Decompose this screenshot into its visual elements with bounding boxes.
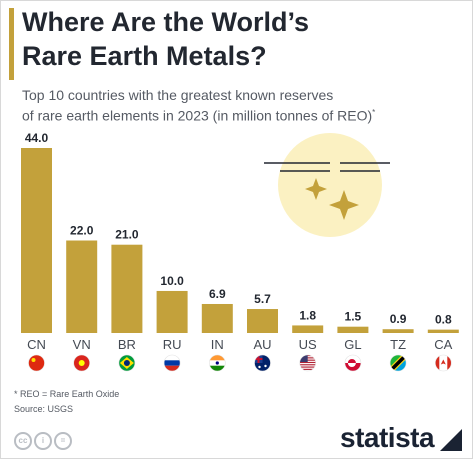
canada-flag-icon xyxy=(434,354,452,372)
statista-logo[interactable]: statista xyxy=(340,422,435,453)
value-label: 0.8 xyxy=(435,313,452,327)
category-label: US xyxy=(299,337,317,352)
category-label: AU xyxy=(253,337,271,352)
value-label: 6.9 xyxy=(209,287,226,301)
value-label: 5.7 xyxy=(254,292,271,306)
category-label: VN xyxy=(73,337,91,352)
usa-flag-icon xyxy=(299,354,317,372)
category-label: BR xyxy=(118,337,136,352)
tanzania-flag-icon xyxy=(389,354,407,372)
subtitle-line-2: of rare earth elements in 2023 (in milli… xyxy=(22,107,373,124)
sparkle-illustration xyxy=(264,133,390,237)
statista-logo-mark xyxy=(440,429,462,451)
license-icons: cc i = xyxy=(14,430,74,450)
attribution-icon[interactable]: i xyxy=(34,432,52,450)
subtitle-footnote-mark: * xyxy=(372,108,376,117)
bar-br xyxy=(111,244,143,333)
bar-in xyxy=(201,303,233,333)
india-flag-icon xyxy=(209,354,226,372)
subtitle-line-1: Top 10 countries with the greatest known… xyxy=(22,87,334,103)
value-label: 21.0 xyxy=(115,228,139,242)
bar-cn xyxy=(21,148,52,333)
sparkle-star-icon xyxy=(305,178,327,200)
title-accent-bar xyxy=(9,8,14,80)
category-label: RU xyxy=(163,337,182,352)
category-label: CA xyxy=(434,337,452,352)
title-line-2: Rare Earth Metals? xyxy=(22,41,267,71)
bar-ru xyxy=(156,290,188,333)
brazil-flag-icon xyxy=(118,354,136,372)
category-label: CN xyxy=(27,337,46,352)
category-label: TZ xyxy=(390,337,406,352)
sparkle-glow xyxy=(278,133,382,237)
category-label: GL xyxy=(344,337,361,352)
sparkle-star-icon xyxy=(329,190,359,220)
vietnam-flag-icon xyxy=(73,354,90,372)
chart-title: Where Are the World’s Rare Earth Metals? xyxy=(22,5,462,73)
title-line-1: Where Are the World’s xyxy=(22,7,310,37)
cc-icon[interactable]: cc xyxy=(14,432,32,450)
bar-gl xyxy=(337,326,369,333)
chart-subtitle: Top 10 countries with the greatest known… xyxy=(22,86,467,125)
bar-au xyxy=(247,309,278,333)
australia-flag-icon xyxy=(254,354,271,372)
bar-tz xyxy=(382,329,414,333)
value-label: 0.9 xyxy=(390,312,407,326)
china-flag-icon xyxy=(28,354,45,372)
bar-ca xyxy=(427,329,459,333)
value-label: 44.0 xyxy=(25,131,49,145)
noderivs-icon[interactable]: = xyxy=(54,432,72,450)
value-label: 22.0 xyxy=(70,224,94,238)
value-label: 10.0 xyxy=(160,274,184,288)
bar-vn xyxy=(66,240,98,333)
value-label: 1.5 xyxy=(345,310,362,324)
bar-us xyxy=(292,325,324,333)
value-label: 1.8 xyxy=(299,308,316,322)
footnote-reo: * REO = Rare Earth Oxide xyxy=(14,389,120,399)
russia-flag-icon xyxy=(163,354,181,372)
category-label: IN xyxy=(211,337,224,352)
source-note: Source: USGS xyxy=(14,404,74,414)
greenland-flag-icon xyxy=(344,354,362,372)
